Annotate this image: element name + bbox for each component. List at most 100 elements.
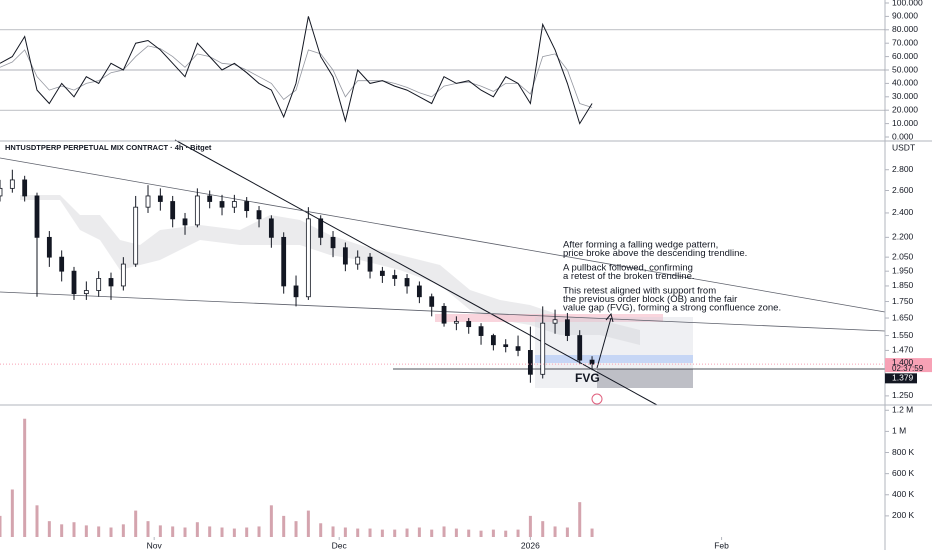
candle-body	[515, 346, 521, 351]
candle-body	[71, 270, 77, 295]
y-tick-label: 1.750	[892, 296, 914, 306]
volume-bar	[220, 527, 224, 537]
y-tick-label: 0.000	[892, 131, 914, 141]
volume-bar	[504, 530, 508, 537]
cloud	[20, 195, 640, 345]
flag-icon	[591, 393, 603, 405]
candle-body	[478, 326, 484, 336]
candle-body	[441, 305, 447, 324]
volume-bar	[158, 525, 162, 537]
candle-body	[108, 278, 114, 287]
last-price-tag	[885, 358, 932, 373]
descending-trendline	[174, 139, 658, 406]
volume-bar	[183, 527, 187, 537]
annotation-text: price broke above the descending trendli…	[563, 248, 747, 259]
candle-body	[305, 218, 311, 298]
candle-body	[268, 218, 274, 238]
volume-bar	[23, 418, 27, 537]
oscillator-line	[0, 16, 593, 125]
volume-bar	[109, 527, 113, 537]
volume-bar	[84, 525, 88, 537]
volume-bar	[319, 523, 323, 537]
volume-bar	[331, 526, 335, 537]
candle-body	[552, 319, 558, 324]
volume-bar	[356, 528, 360, 537]
last-price-label: 1.400	[892, 357, 914, 367]
candle-body	[503, 344, 509, 348]
volume-bar	[35, 505, 39, 537]
x-tick-label: Feb	[714, 540, 729, 550]
y-tick-label: 200 K	[892, 510, 915, 520]
candle-body	[367, 256, 373, 272]
y-tick-label: 1.950	[892, 265, 914, 275]
candle-body	[231, 201, 237, 208]
y-tick-label: 90.000	[892, 11, 918, 21]
oscillator-line	[0, 45, 593, 108]
annotation-text: the previous order block (OB) and the fa…	[563, 294, 737, 305]
y-tick-label: 80.000	[892, 24, 918, 34]
volume-bar	[405, 528, 409, 537]
y-tick-label: 2.800	[892, 164, 914, 174]
volume-bar	[282, 515, 286, 537]
y-tick-label: 2.600	[892, 185, 914, 195]
volume-bar	[516, 529, 520, 537]
candle-body	[194, 195, 200, 226]
candle-body	[540, 322, 546, 375]
candle-body	[577, 335, 583, 361]
volume-bar	[97, 526, 101, 537]
volume-bar	[72, 522, 76, 537]
y-tick-label: 10.000	[892, 118, 918, 128]
candle-body	[429, 296, 435, 307]
volume-bar	[245, 527, 249, 537]
candle-body	[281, 236, 287, 287]
y-tick-label: 2.400	[892, 207, 914, 217]
volume-bar	[47, 521, 51, 537]
y-tick-label: 1.550	[892, 330, 914, 340]
y-tick-label: 1.2 M	[892, 405, 913, 415]
volume-bar	[134, 510, 138, 537]
y-tick-label: 1.470	[892, 345, 914, 355]
y-tick-label: 100.000	[892, 0, 923, 7]
candle-body	[404, 278, 410, 287]
arrow	[596, 317, 612, 369]
candle-body	[96, 278, 102, 291]
y-tick-label: 20.000	[892, 104, 918, 114]
volume-bar	[380, 529, 384, 537]
candle-body	[244, 201, 250, 212]
volume-bar	[541, 521, 545, 537]
candle-body	[330, 236, 336, 249]
candle-body	[589, 359, 595, 365]
volume-bar	[343, 527, 347, 537]
volume-bar	[553, 526, 557, 537]
annotation-text: A pullback followed, confirming	[563, 263, 693, 274]
candle-body	[416, 285, 422, 298]
candle-body	[453, 321, 459, 324]
fvg-zone	[535, 355, 693, 363]
candle-body	[170, 201, 176, 220]
candle-body	[46, 236, 52, 258]
close-tag	[885, 373, 917, 384]
candle-body	[466, 321, 472, 328]
y-tick-label: 1.650	[892, 312, 914, 322]
annotation-text: value gap (FVG), forming a strong conflu…	[563, 303, 781, 314]
y-tick-label: 50.000	[892, 64, 918, 74]
volume-bar	[368, 528, 372, 537]
volume-bar	[454, 528, 458, 537]
candle-body	[318, 218, 324, 238]
volume-bar	[479, 530, 483, 537]
candle-body	[256, 210, 262, 220]
candle-body	[120, 263, 126, 287]
volume-bar	[257, 526, 261, 537]
y-tick-label: 60.000	[892, 51, 918, 61]
volume-bar	[195, 522, 199, 537]
volume-bar	[430, 529, 434, 537]
y-tick-label: 1 M	[892, 426, 906, 436]
y-tick-label: 30.000	[892, 91, 918, 101]
volume-bar	[590, 528, 594, 537]
volume-bar	[294, 521, 298, 537]
y-tick-label: 1.850	[892, 280, 914, 290]
risk-box	[597, 369, 693, 388]
order-block-zone	[435, 314, 663, 322]
